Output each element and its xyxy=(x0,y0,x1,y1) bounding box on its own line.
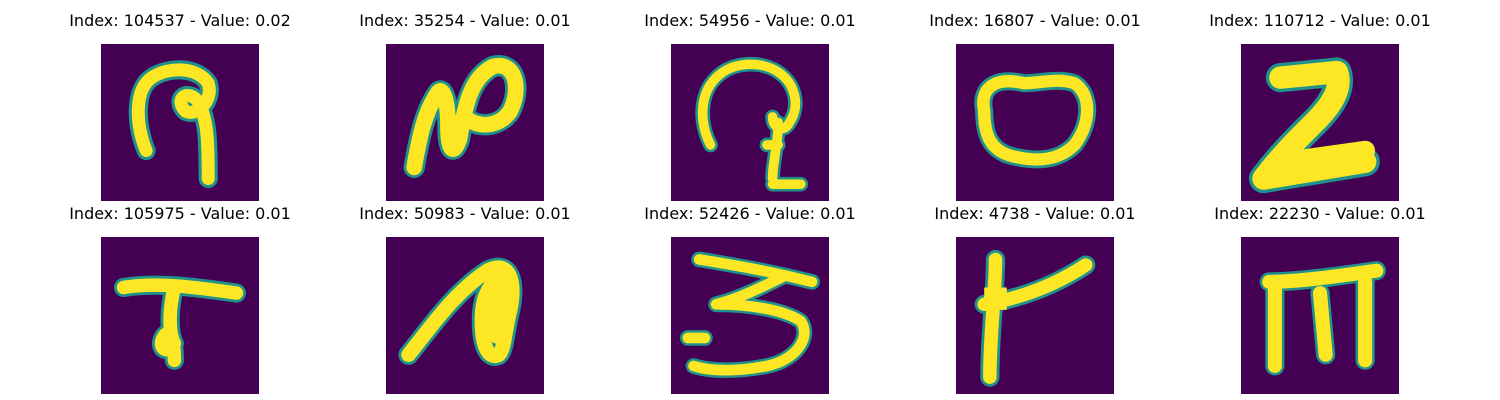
digit-image xyxy=(956,237,1114,394)
panel-title: Index: 104537 - Value: 0.02 xyxy=(69,11,291,30)
digit-image xyxy=(101,237,259,394)
panel-10: Index: 22230 - Value: 0.01 xyxy=(1200,203,1440,394)
digit-image xyxy=(1241,44,1399,201)
panel-1: Index: 104537 - Value: 0.02 xyxy=(60,10,300,201)
panel-title: Index: 54956 - Value: 0.01 xyxy=(644,11,856,30)
panel-title: Index: 16807 - Value: 0.01 xyxy=(929,11,1141,30)
panel-title: Index: 52426 - Value: 0.01 xyxy=(644,204,856,223)
digit-image xyxy=(1241,237,1399,394)
panel-9: Index: 4738 - Value: 0.01 xyxy=(915,203,1155,394)
panel-7: Index: 50983 - Value: 0.01 xyxy=(345,203,585,394)
panel-4: Index: 16807 - Value: 0.01 xyxy=(915,10,1155,201)
digit-image xyxy=(956,44,1114,201)
panel-3: Index: 54956 - Value: 0.01 xyxy=(630,10,870,201)
digit-image xyxy=(386,237,544,394)
digit-image xyxy=(386,44,544,201)
digit-image xyxy=(671,44,829,201)
panel-title: Index: 105975 - Value: 0.01 xyxy=(69,204,291,223)
panel-title: Index: 22230 - Value: 0.01 xyxy=(1214,204,1426,223)
panel-title: Index: 50983 - Value: 0.01 xyxy=(359,204,571,223)
panel-title: Index: 35254 - Value: 0.01 xyxy=(359,11,571,30)
panel-title: Index: 4738 - Value: 0.01 xyxy=(934,204,1136,223)
panel-8: Index: 52426 - Value: 0.01 xyxy=(630,203,870,394)
digit-image xyxy=(101,44,259,201)
digit-image xyxy=(671,237,829,394)
panel-5: Index: 110712 - Value: 0.01 xyxy=(1200,10,1440,201)
panel-title: Index: 110712 - Value: 0.01 xyxy=(1209,11,1431,30)
panel-2: Index: 35254 - Value: 0.01 xyxy=(345,10,585,201)
panel-6: Index: 105975 - Value: 0.01 xyxy=(60,203,300,394)
